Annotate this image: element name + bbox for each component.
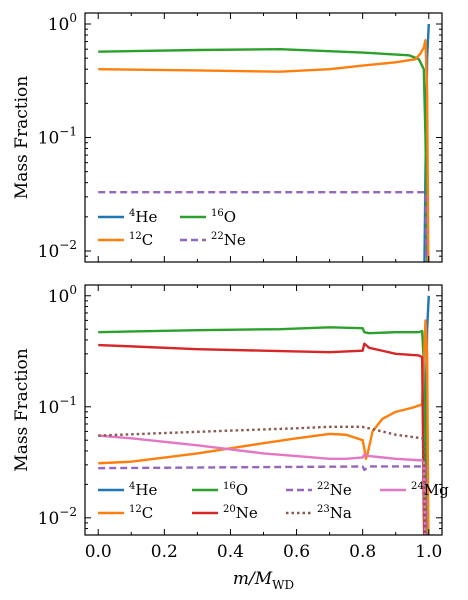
legend: 4He 16O 22Ne 24Mg 12C 20Ne 23Na — [98, 481, 449, 522]
legend-label-O16: 16O — [211, 208, 236, 226]
legend-label-C12: 12C — [129, 504, 153, 522]
legend-label-Mg24: 24Mg — [411, 481, 449, 499]
panel-top: 100 10−1 10−2 Mass Fraction 4He 16O 12C 22Ne — [12, 11, 443, 263]
series-line-O16 — [98, 326, 429, 535]
series-line-Ne22 — [98, 190, 428, 262]
y-tick-label: 100 — [48, 283, 77, 307]
legend-label-He4: 4He — [129, 208, 157, 226]
legend-label-Ne22: 22Ne — [317, 481, 352, 499]
series-line-O16 — [98, 47, 429, 262]
series-line-Mg24 — [98, 434, 427, 535]
y-axis-label: Mass Fraction — [12, 76, 32, 199]
y-tick-label: 10−1 — [38, 125, 77, 149]
series-line-Ne22 — [98, 465, 428, 535]
legend-label-Na23: 23Na — [317, 504, 352, 522]
x-tick-label: 0.6 — [283, 542, 310, 562]
y-tick-label: 100 — [48, 11, 77, 35]
legend-label-C12: 12C — [129, 231, 153, 249]
legend-label-O16: 16O — [223, 481, 248, 499]
panel-bottom: 0.0 0.2 0.4 0.6 0.8 1.0 100 10−1 10−2 Mass Fracti… — [12, 283, 449, 562]
legend-label-He4: 4He — [129, 481, 157, 499]
x-tick-label: 0.8 — [349, 542, 376, 562]
y-tick-label: 10−2 — [38, 505, 77, 529]
legend-label-Ne22: 22Ne — [211, 231, 246, 249]
y-axis-label: Mass Fraction — [12, 348, 32, 471]
x-tick-label: 0.2 — [151, 542, 178, 562]
x-axis-label: m/MWD — [233, 569, 294, 592]
legend-label-Ne20: 20Ne — [223, 504, 258, 522]
series-line-Ne20 — [98, 342, 426, 535]
y-tick-label: 10−1 — [38, 394, 77, 418]
y-tick-label: 10−2 — [38, 238, 77, 262]
x-tick-label: 0.0 — [85, 542, 112, 562]
series-group — [98, 23, 430, 262]
x-tick-label: 0.4 — [217, 542, 244, 562]
series-line-Na23 — [98, 425, 427, 535]
series-line-C12 — [98, 38, 430, 262]
x-tick-label: 1.0 — [415, 542, 442, 562]
series-group — [98, 295, 430, 535]
series-line-He4 — [423, 295, 430, 535]
legend: 4He 16O 12C 22Ne — [98, 208, 246, 249]
